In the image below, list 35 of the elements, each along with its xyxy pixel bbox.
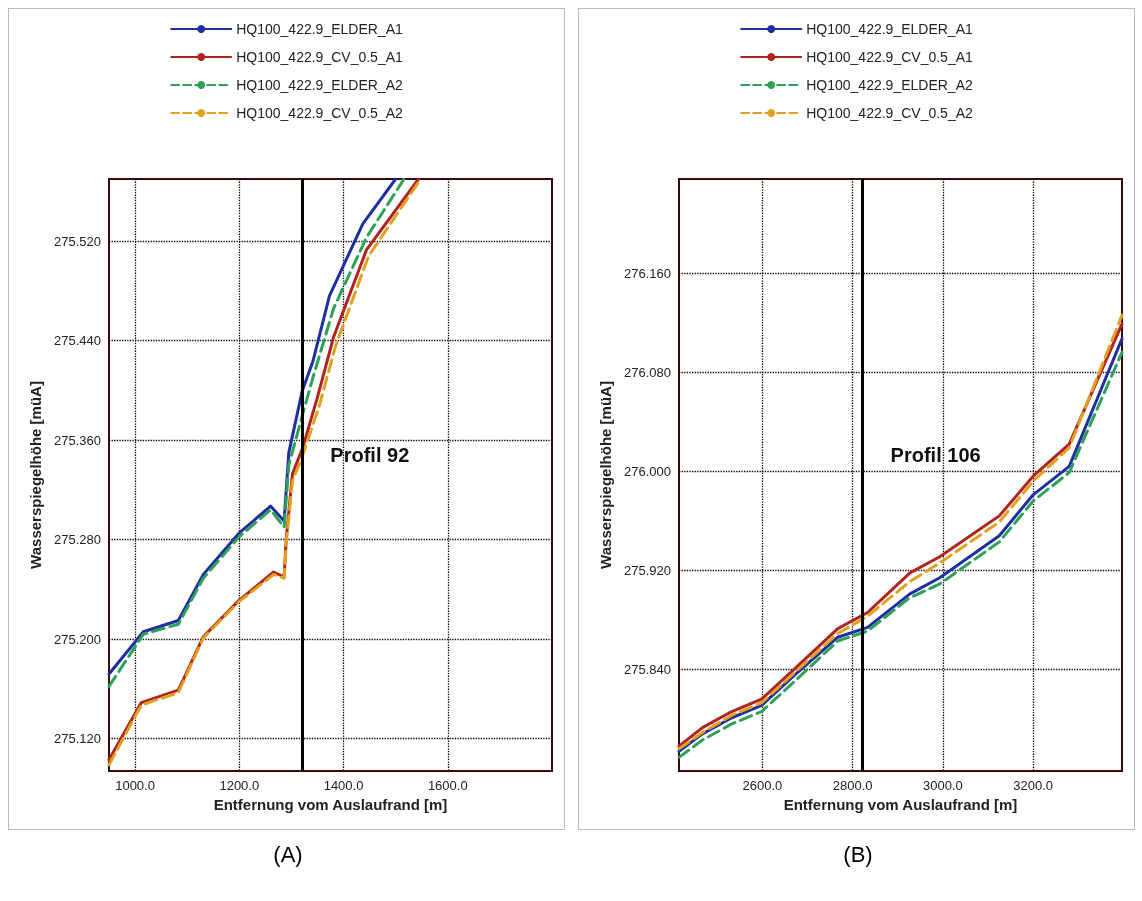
legend-label: HQ100_422.9_CV_0.5_A2 [236, 105, 403, 121]
legend-label: HQ100_422.9_ELDER_A2 [236, 77, 403, 93]
y-tick-label: 275.120 [54, 731, 101, 747]
y-tick-label: 275.520 [54, 233, 101, 249]
legend-label: HQ100_422.9_ELDER_A1 [806, 21, 973, 37]
legend-label: HQ100_422.9_CV_0.5_A2 [806, 105, 973, 121]
x-axis-title: Entfernung vom Auslaufrand [m] [213, 796, 448, 813]
x-tick-label: 1000.0 [115, 778, 155, 793]
y-axis-title: Wasserspiegelhöhe [müA] [597, 381, 615, 569]
x-tick-label: 3000.0 [923, 778, 963, 793]
y-tick-label: 275.920 [624, 562, 671, 578]
y-tick-label: 275.360 [54, 432, 101, 448]
x-axis-title: Entfernung vom Auslaufrand [m] [783, 796, 1018, 813]
y-tick-label: 275.840 [624, 661, 671, 677]
ref-line-label: Profil 92 [330, 444, 410, 466]
x-tick-label: 2800.0 [832, 778, 873, 793]
y-tick-label: 276.000 [624, 463, 671, 479]
legend-label: HQ100_422.9_ELDER_A2 [806, 77, 973, 93]
x-tick-label: 3200.0 [1013, 778, 1054, 793]
y-tick-label: 275.440 [54, 333, 101, 349]
y-tick-label: 275.280 [54, 532, 101, 548]
x-tick-label: 2600.0 [742, 778, 783, 793]
ref-line-label: Profil 106 [890, 444, 981, 466]
y-tick-label: 276.160 [624, 265, 671, 281]
y-tick-label: 276.080 [624, 364, 671, 380]
legend-label: HQ100_422.9_ELDER_A1 [236, 21, 403, 37]
y-axis-title: Wasserspiegelhöhe [müA] [27, 381, 45, 569]
legend-label: HQ100_422.9_CV_0.5_A1 [236, 49, 403, 65]
text: (B) [842, 842, 874, 868]
x-tick-label: 1600.0 [427, 778, 468, 793]
text: (A) [272, 842, 304, 868]
legend-label: HQ100_422.9_CV_0.5_A1 [806, 49, 973, 65]
x-tick-label: 1400.0 [323, 778, 364, 793]
y-tick-label: 275.200 [54, 631, 101, 647]
x-tick-label: 1200.0 [219, 778, 260, 793]
